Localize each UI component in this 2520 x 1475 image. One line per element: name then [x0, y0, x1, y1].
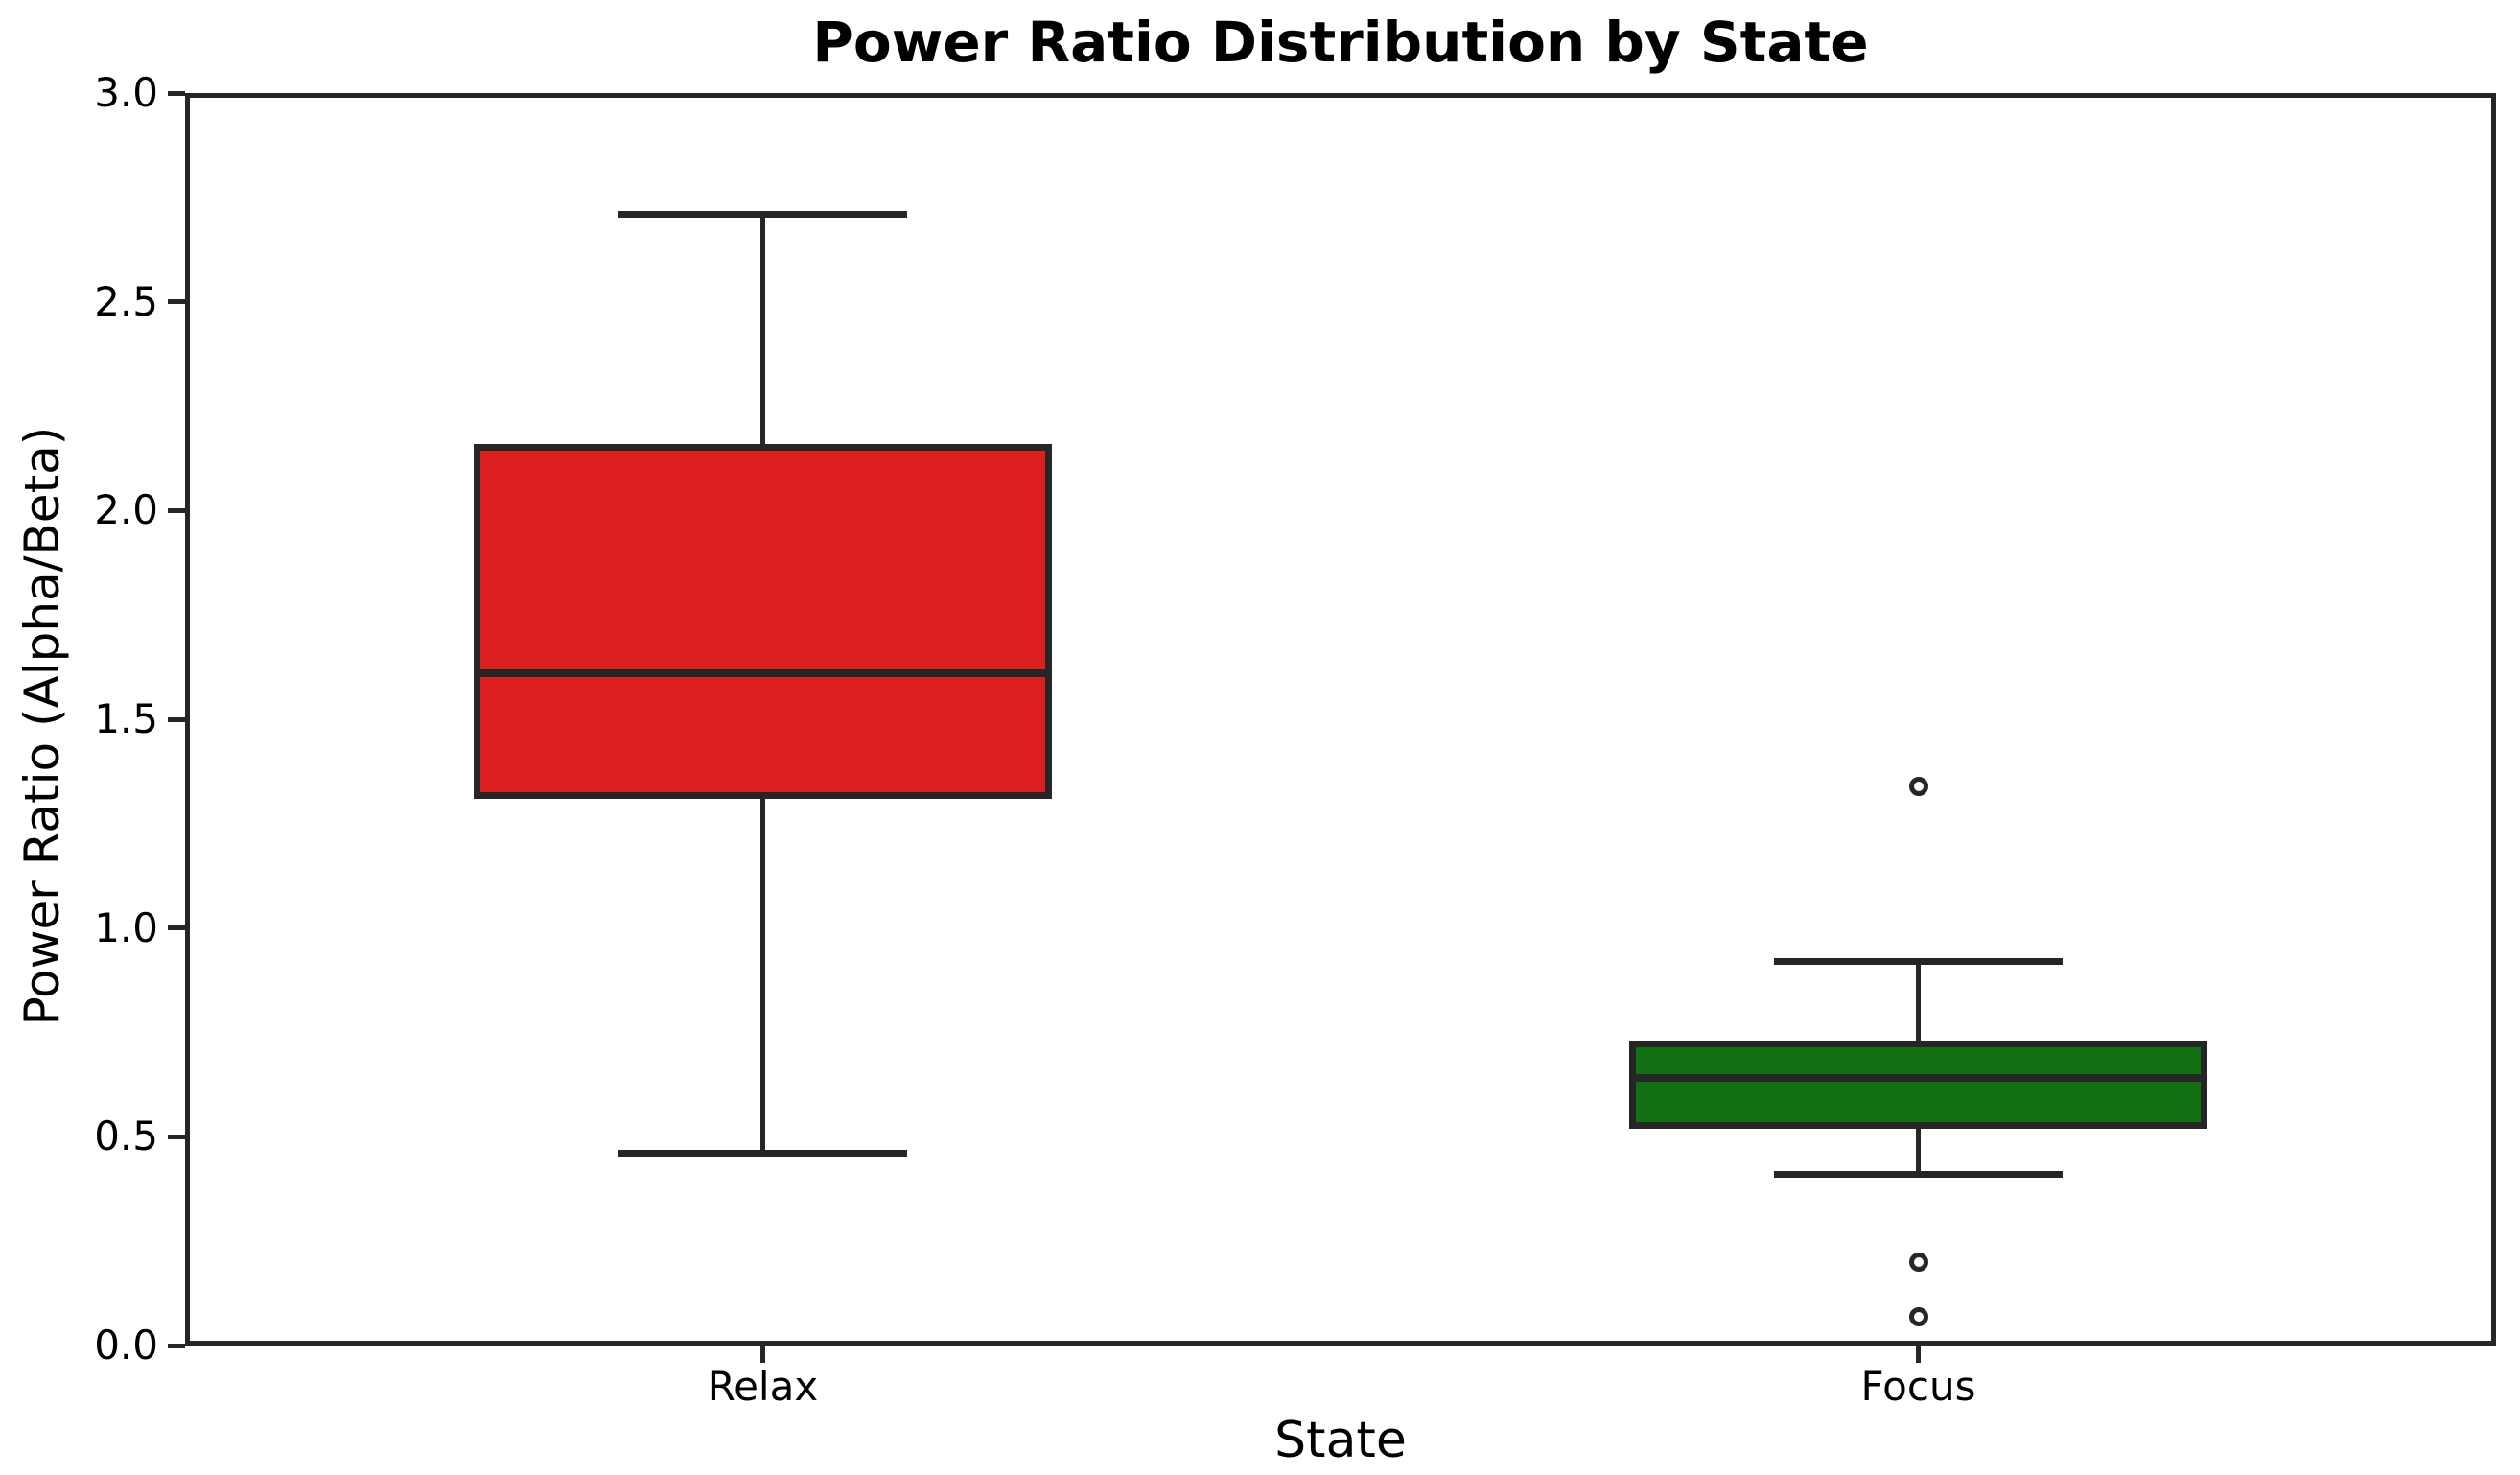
outlier-marker [1908, 776, 1928, 796]
whisker-cap-upper [1773, 957, 2064, 965]
box-focus [1629, 1041, 2207, 1129]
y-tick-label: 3.0 [94, 69, 158, 116]
box-relax [474, 443, 1052, 799]
whisker-cap-lower [618, 1150, 908, 1158]
whisker-lower-line [760, 798, 765, 1154]
y-tick-mark [168, 925, 185, 931]
y-tick-label: 1.5 [94, 695, 158, 742]
y-tick-mark [168, 90, 185, 96]
whisker-upper-line [1916, 961, 1921, 1042]
y-tick-mark [168, 1343, 185, 1348]
x-tick-label: Focus [1860, 1363, 1976, 1410]
y-tick-label: 0.5 [94, 1112, 158, 1160]
whisker-upper-line [760, 214, 765, 444]
outlier-marker [1908, 1306, 1928, 1326]
y-tick-label: 2.5 [94, 277, 158, 325]
chart-title: Power Ratio Distribution by State [812, 10, 1869, 75]
whisker-cap-lower [1773, 1171, 2064, 1178]
x-tick-label: Relax [707, 1363, 819, 1410]
y-tick-mark [168, 716, 185, 722]
x-axis-label: State [1274, 1412, 1407, 1469]
whisker-lower-line [1916, 1128, 1921, 1175]
x-tick-mark [1916, 1346, 1921, 1363]
outlier-marker [1908, 1252, 1928, 1272]
median-line-focus [1629, 1074, 2207, 1083]
y-tick-mark [168, 1134, 185, 1139]
y-tick-label: 2.0 [94, 486, 158, 534]
y-tick-mark [168, 507, 185, 513]
y-tick-label: 0.0 [94, 1322, 158, 1369]
x-tick-mark [760, 1346, 765, 1363]
whisker-cap-upper [618, 210, 908, 218]
y-tick-mark [168, 299, 185, 305]
y-tick-label: 1.0 [94, 903, 158, 951]
median-line-relax [474, 669, 1052, 678]
